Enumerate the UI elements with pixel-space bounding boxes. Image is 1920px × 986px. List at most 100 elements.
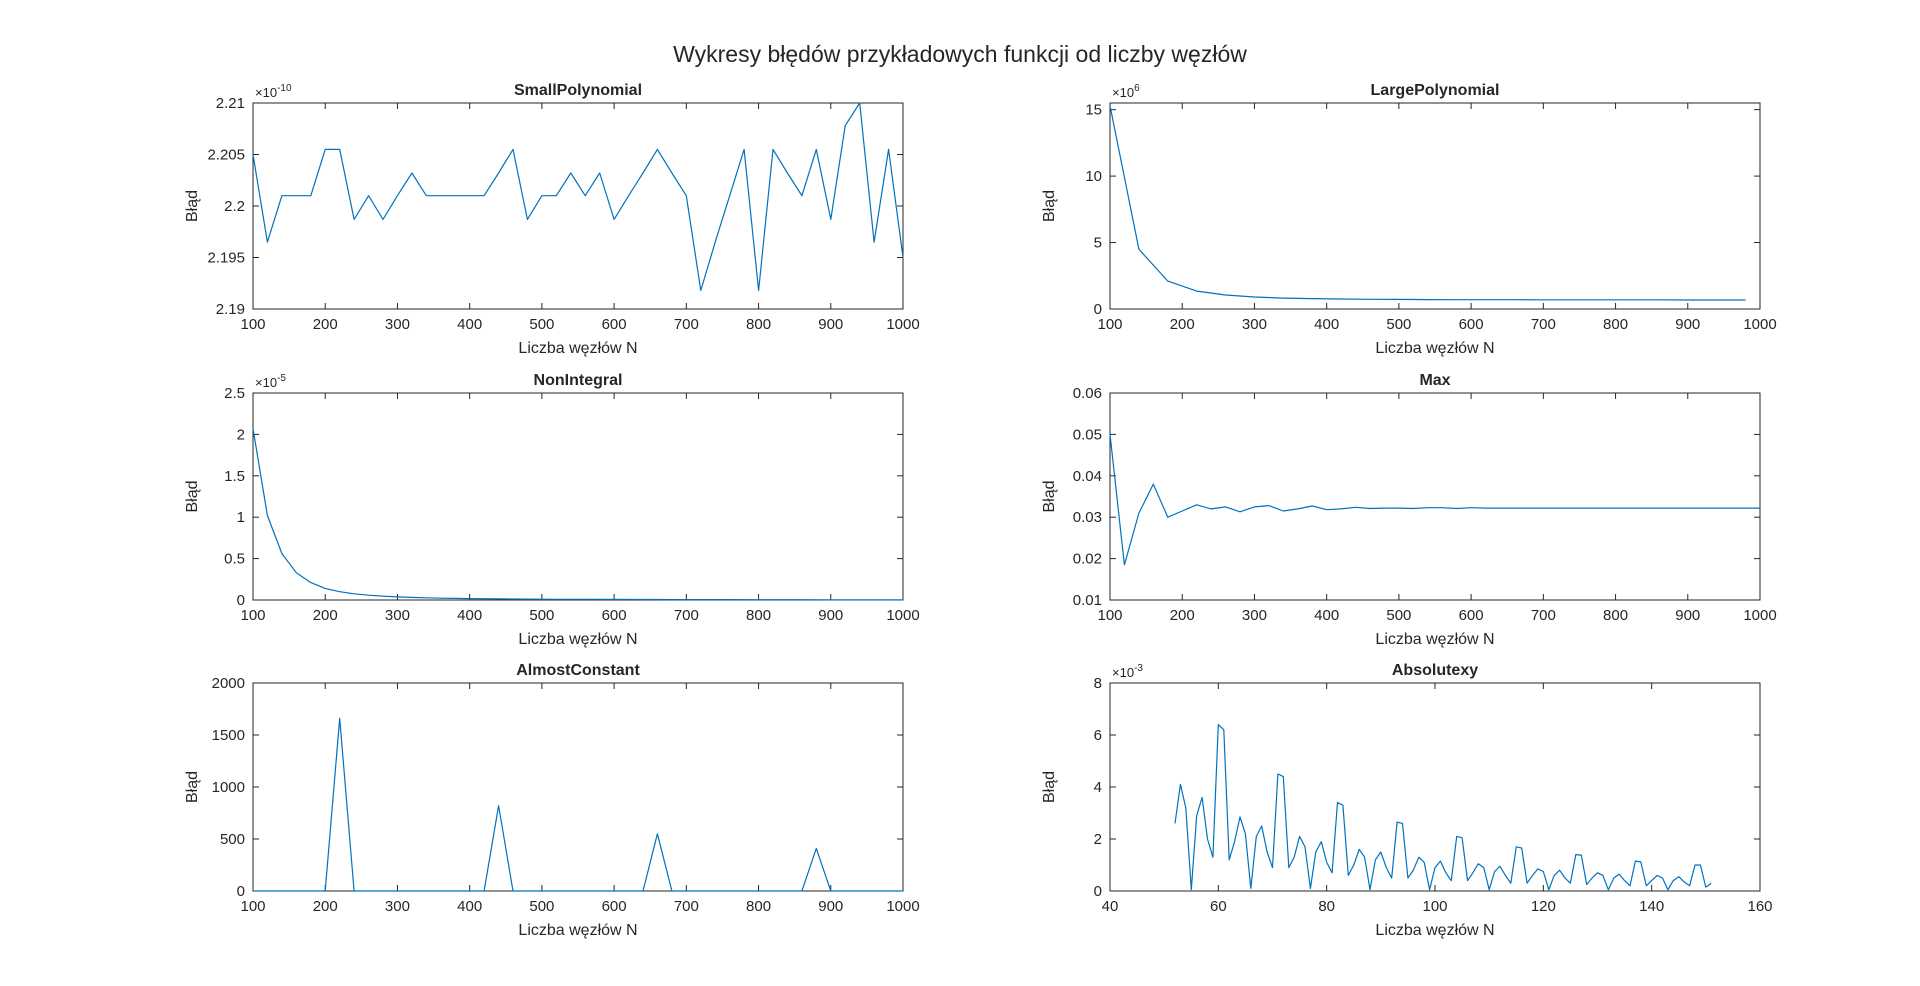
x-tick-label: 1000: [886, 607, 919, 624]
y-tick-label: 2: [1094, 831, 1102, 848]
x-tick-label: 400: [1314, 607, 1339, 624]
x-tick-label: 600: [602, 316, 627, 333]
x-tick-label: 300: [385, 316, 410, 333]
y-exponent-base: ×10: [255, 85, 277, 100]
y-tick-label: 8: [1094, 675, 1102, 692]
subplot-4: 100 200 300 400 500 600 700 800 900 1000 0.01 0.02 0…: [1041, 372, 1777, 648]
subplot-title: Absolutexy: [1392, 662, 1478, 679]
x-tick-label: 500: [529, 316, 554, 333]
x-tick-label: 800: [746, 607, 771, 624]
x-tick-label: 900: [1675, 316, 1700, 333]
x-tick-label: 700: [1531, 316, 1556, 333]
y-axis-label: Błąd: [1041, 190, 1058, 222]
subplot-1: 100 200 300 400 500 600 700 800 900 1000 2.19 2.195…: [184, 82, 920, 357]
x-tick-label: 400: [457, 607, 482, 624]
subplot-5: 100 200 300 400 500 600 700 800 900 1000 0 500 1000 1…: [184, 662, 920, 939]
y-tick-label: 2.21: [216, 95, 245, 112]
subplot-6: 40 60 80 100 120 140 160 0 2 4 6 8 Absolutexy Liczba …: [1041, 662, 1773, 939]
y-tick-label: 0.5: [224, 551, 245, 568]
x-tick-label: 1000: [886, 898, 919, 915]
series-line-1: [1174, 723, 1712, 891]
y-tick-label: 500: [220, 831, 245, 848]
y-tick-label: 4: [1094, 779, 1102, 796]
subplot-title: SmallPolynomial: [514, 82, 642, 99]
series-line-1: [252, 428, 903, 601]
subplot-3: 100 200 300 400 500 600 700 800 900 1000 0 0.5 1 1.5 2…: [184, 372, 920, 648]
x-tick-label: 40: [1102, 898, 1119, 915]
x-tick-label: 100: [240, 898, 265, 915]
subplot-title: Max: [1419, 372, 1450, 389]
x-tick-label: 900: [818, 316, 843, 333]
y-exponent-label: ×10-5: [255, 373, 286, 390]
y-tick-label: 0.01: [1073, 592, 1102, 609]
x-tick-label: 900: [1675, 607, 1700, 624]
x-tick-label: 100: [240, 607, 265, 624]
y-exponent-power: -10: [277, 83, 292, 94]
x-tick-label: 900: [818, 607, 843, 624]
x-tick-label: 300: [385, 898, 410, 915]
axes-box: [1109, 682, 1761, 892]
x-axis-label: Liczba węzłów N: [1375, 922, 1494, 939]
x-tick-label: 400: [1314, 316, 1339, 333]
x-axis-label: Liczba węzłów N: [1375, 631, 1494, 648]
x-tick-label: 500: [1386, 316, 1411, 333]
y-exponent-power: -3: [1134, 663, 1143, 674]
x-tick-label: 600: [1459, 607, 1484, 624]
axes-box: [252, 392, 904, 601]
y-tick-label: 2.19: [216, 301, 245, 318]
x-tick-label: 200: [313, 607, 338, 624]
x-tick-label: 500: [529, 607, 554, 624]
x-tick-label: 200: [313, 316, 338, 333]
y-tick-label: 6: [1094, 727, 1102, 744]
y-tick-label: 2: [237, 426, 245, 443]
x-tick-label: 300: [1242, 316, 1267, 333]
y-tick-label: 15: [1085, 102, 1102, 119]
x-tick-label: 100: [240, 316, 265, 333]
x-tick-label: 700: [674, 898, 699, 915]
x-tick-label: 900: [818, 898, 843, 915]
x-tick-label: 60: [1210, 898, 1227, 915]
series-line-1: [252, 102, 904, 292]
y-axis-label: Błąd: [184, 190, 201, 222]
y-tick-label: 5: [1094, 235, 1102, 252]
y-tick-label: 2.195: [207, 250, 245, 267]
y-tick-label: 0.03: [1073, 509, 1102, 526]
y-tick-label: 0.05: [1073, 426, 1102, 443]
x-tick-label: 600: [602, 607, 627, 624]
subplot-title: NonIntegral: [534, 372, 623, 389]
x-tick-label: 120: [1531, 898, 1556, 915]
y-exponent-base: ×10: [1112, 85, 1134, 100]
x-tick-label: 100: [1097, 316, 1122, 333]
subplot-title: AlmostConstant: [516, 662, 640, 679]
series-line-1: [253, 717, 903, 892]
x-tick-label: 600: [1459, 316, 1484, 333]
y-axis-label: Błąd: [184, 480, 201, 512]
series-line-1: [1109, 105, 1746, 301]
axes-box: [252, 102, 904, 310]
x-tick-label: 140: [1639, 898, 1664, 915]
y-tick-label: 2.2: [224, 198, 245, 215]
y-tick-label: 0: [1094, 883, 1102, 900]
y-tick-label: 0: [237, 883, 245, 900]
y-tick-label: 1.5: [224, 468, 245, 485]
axes-box: [1109, 392, 1761, 601]
y-exponent-base: ×10: [1112, 665, 1134, 680]
x-tick-label: 400: [457, 898, 482, 915]
y-tick-label: 10: [1085, 168, 1102, 185]
y-tick-label: 2.5: [224, 385, 245, 402]
series-line-1: [1109, 434, 1760, 566]
x-axis-label: Liczba węzłów N: [518, 922, 637, 939]
x-tick-label: 1000: [1743, 316, 1776, 333]
y-tick-label: 0.02: [1073, 551, 1102, 568]
axes-box: [252, 682, 904, 892]
x-tick-label: 100: [1422, 898, 1447, 915]
x-tick-label: 500: [1386, 607, 1411, 624]
y-axis-label: Błąd: [1041, 771, 1058, 803]
y-tick-label: 0: [1094, 301, 1102, 318]
x-axis-label: Liczba węzłów N: [1375, 340, 1494, 357]
y-tick-label: 2000: [212, 675, 245, 692]
figure-title: Wykresy błędów przykładowych funkcji od …: [673, 41, 1247, 67]
y-exponent-power: -5: [277, 373, 286, 384]
x-tick-label: 800: [1603, 316, 1628, 333]
